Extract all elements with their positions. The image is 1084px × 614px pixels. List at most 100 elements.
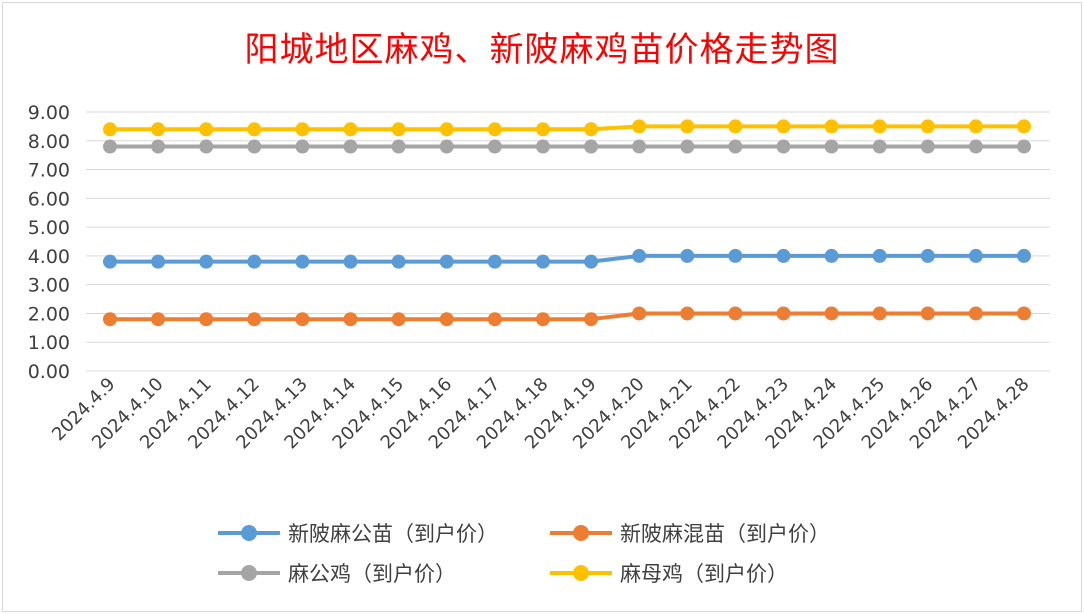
data-point (247, 254, 262, 269)
data-point (680, 306, 695, 321)
data-point (968, 248, 983, 263)
data-point (728, 306, 743, 321)
data-point (247, 139, 262, 154)
data-point (872, 248, 887, 263)
data-point (535, 254, 550, 269)
data-point (920, 306, 935, 321)
y-tick-label: 2.00 (28, 303, 70, 325)
data-point (343, 254, 358, 269)
data-point (776, 139, 791, 154)
data-point (343, 312, 358, 327)
data-point (103, 139, 117, 154)
y-tick-label: 7.00 (28, 160, 70, 182)
y-tick-label: 1.00 (28, 332, 70, 354)
series-line-0 (110, 253, 1024, 264)
data-point (584, 122, 599, 137)
data-point (151, 254, 166, 269)
data-point (151, 139, 166, 154)
data-point (872, 119, 887, 134)
y-tick-label: 0.00 (28, 361, 70, 383)
data-point (728, 119, 743, 134)
y-tick-label: 6.00 (28, 188, 70, 210)
data-point (391, 122, 406, 137)
data-point (151, 122, 166, 137)
data-point (535, 312, 550, 327)
data-point (487, 139, 502, 154)
series-line-1 (110, 311, 1024, 322)
data-point (391, 139, 406, 154)
legend-label: 新陂麻混苗（到户价） (620, 522, 830, 546)
y-tick-label: 5.00 (28, 217, 70, 239)
data-point (680, 248, 695, 263)
data-point (1017, 306, 1031, 321)
legend-item-1: 新陂麻混苗（到户价） (550, 518, 830, 548)
data-point (968, 139, 983, 154)
data-point (487, 122, 502, 137)
data-point (776, 306, 791, 321)
data-point (535, 122, 550, 137)
data-point (391, 312, 406, 327)
legend-label: 新陂麻公苗（到户价） (288, 522, 498, 546)
data-point (872, 139, 887, 154)
data-point (391, 254, 406, 269)
data-point (776, 248, 791, 263)
data-point (103, 312, 117, 327)
y-tick-label: 9.00 (28, 102, 70, 124)
data-point (199, 139, 214, 154)
data-point (632, 119, 647, 134)
data-point (247, 312, 262, 327)
data-point (584, 139, 599, 154)
data-point (680, 139, 695, 154)
data-point (199, 312, 214, 327)
data-point (103, 254, 117, 269)
data-point (439, 139, 454, 154)
data-point (872, 306, 887, 321)
y-tick-label: 3.00 (28, 275, 70, 297)
legend-marker (550, 565, 612, 581)
data-point (968, 119, 983, 134)
legend-marker (218, 525, 280, 541)
data-point (439, 122, 454, 137)
data-point (632, 306, 647, 321)
data-point (487, 254, 502, 269)
data-point (824, 306, 839, 321)
data-point (728, 139, 743, 154)
data-point (584, 254, 599, 269)
data-point (535, 139, 550, 154)
data-point (295, 139, 310, 154)
data-point (1017, 139, 1031, 154)
data-point (776, 119, 791, 134)
data-point (632, 139, 647, 154)
data-point (343, 139, 358, 154)
data-point (728, 248, 743, 263)
data-point (199, 254, 214, 269)
data-point (824, 119, 839, 134)
data-point (632, 248, 647, 263)
chart-title: 阳城地区麻鸡、新陂麻鸡苗价格走势图 (244, 30, 840, 70)
data-point (920, 119, 935, 134)
data-point (680, 119, 695, 134)
data-point (103, 122, 117, 137)
data-point (920, 248, 935, 263)
data-point (199, 122, 214, 137)
legend-label: 麻公鸡（到户价） (288, 562, 456, 586)
legend-marker (550, 525, 612, 541)
legend-item-3: 麻母鸡（到户价） (550, 558, 788, 588)
data-point (295, 254, 310, 269)
data-point (343, 122, 358, 137)
legend-item-2: 麻公鸡（到户价） (218, 558, 456, 588)
data-point (439, 312, 454, 327)
data-point (295, 312, 310, 327)
data-point (295, 122, 310, 137)
series-line-3 (110, 124, 1024, 132)
data-point (1017, 119, 1031, 134)
data-point (584, 312, 599, 327)
data-point (824, 248, 839, 263)
legend-label: 麻母鸡（到户价） (620, 562, 788, 586)
data-point (439, 254, 454, 269)
y-tick-label: 8.00 (28, 131, 70, 153)
data-point (151, 312, 166, 327)
data-point (968, 306, 983, 321)
